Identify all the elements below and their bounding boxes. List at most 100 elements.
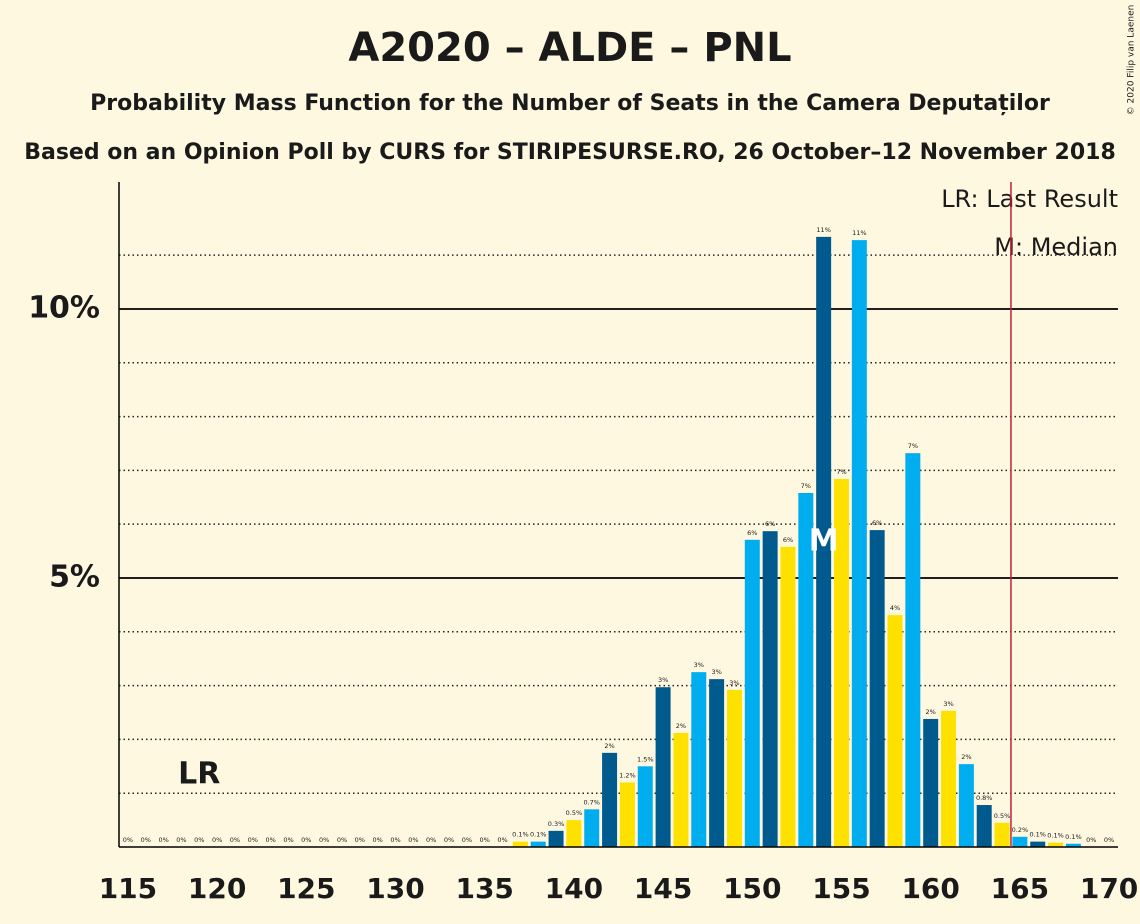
bar	[923, 718, 939, 847]
bar	[976, 805, 992, 847]
bar	[673, 732, 689, 847]
value-label: 0.1%	[1047, 832, 1064, 840]
bar	[1065, 843, 1081, 847]
x-tick-label: 115	[99, 872, 157, 905]
value-label: 0.1%	[1029, 831, 1046, 839]
legend-entry: LR: Last Result	[941, 185, 1118, 213]
value-label: 3%	[694, 661, 704, 669]
bar	[780, 546, 796, 847]
bar	[887, 615, 903, 847]
value-label: 11%	[852, 229, 866, 237]
bar	[798, 492, 814, 847]
value-label: 3%	[658, 676, 668, 684]
last-result-label: LR	[178, 757, 220, 792]
chart-subtitle: Probability Mass Function for the Number…	[90, 91, 1050, 116]
value-label: 0%	[444, 836, 454, 844]
bar	[833, 478, 849, 847]
value-label: 0%	[176, 836, 186, 844]
value-label: 0.7%	[583, 798, 600, 806]
y-tick-label: 10%	[28, 290, 100, 325]
value-label: 0.1%	[512, 831, 529, 839]
bar	[619, 782, 635, 847]
bar	[548, 830, 564, 847]
copyright: © 2020 Filip van Laenen	[1127, 5, 1137, 116]
bar	[530, 841, 546, 847]
value-label: 6%	[747, 529, 757, 537]
bar	[958, 764, 974, 847]
value-label: 0%	[390, 836, 400, 844]
x-tick-label: 130	[366, 872, 424, 905]
value-label: 0%	[373, 836, 383, 844]
value-label: 0.5%	[994, 812, 1011, 820]
x-tick-label: 120	[188, 872, 246, 905]
value-label: 0%	[123, 836, 133, 844]
bar	[655, 687, 671, 847]
value-label: 0.1%	[530, 831, 547, 839]
value-label: 0%	[230, 836, 240, 844]
bar	[602, 752, 618, 847]
value-label: 2%	[676, 722, 686, 730]
value-label: 0%	[462, 836, 472, 844]
value-label: 0.1%	[1065, 833, 1082, 841]
value-label: 0%	[194, 836, 204, 844]
x-tick-label: 165	[991, 872, 1049, 905]
value-label: 3%	[711, 668, 721, 676]
value-label: 3%	[943, 700, 953, 708]
bar	[709, 679, 725, 847]
value-label: 7%	[908, 442, 918, 450]
value-label: 7%	[801, 482, 811, 490]
value-label: 0%	[1104, 836, 1114, 844]
legend-entry: M: Median	[994, 233, 1118, 261]
value-label: 0%	[497, 836, 507, 844]
value-label: 0%	[426, 836, 436, 844]
x-tick-label: 150	[723, 872, 781, 905]
bar	[994, 822, 1010, 847]
value-label: 0%	[480, 836, 490, 844]
value-label: 0%	[319, 836, 329, 844]
value-label: 0%	[337, 836, 347, 844]
value-label: 0.5%	[566, 809, 583, 817]
bar	[566, 820, 582, 847]
bar	[762, 531, 778, 847]
x-tick-label: 135	[455, 872, 513, 905]
bar	[637, 766, 653, 847]
value-label: 0%	[283, 836, 293, 844]
value-label: 0%	[141, 836, 151, 844]
value-label: 0.3%	[548, 820, 565, 828]
y-tick-label: 5%	[49, 559, 100, 594]
value-label: 0%	[248, 836, 258, 844]
value-label: 0%	[265, 836, 275, 844]
bar	[941, 710, 957, 847]
value-label: 2%	[961, 753, 971, 761]
value-label: 7%	[836, 468, 846, 476]
value-label: 2%	[604, 742, 614, 750]
value-label: 0%	[212, 836, 222, 844]
bar	[816, 236, 832, 847]
value-label: 2%	[926, 708, 936, 716]
bar	[744, 539, 760, 847]
bar	[691, 672, 707, 847]
value-label: 1.5%	[637, 755, 654, 763]
x-tick-label: 160	[901, 872, 959, 905]
value-label: 6%	[783, 536, 793, 544]
value-label: 1.2%	[619, 771, 636, 779]
x-tick-label: 145	[634, 872, 692, 905]
value-label: 4%	[890, 604, 900, 612]
x-tick-label: 140	[545, 872, 603, 905]
bar	[1030, 841, 1046, 847]
value-label: 11%	[816, 226, 830, 234]
bar	[512, 841, 528, 847]
bar	[1048, 842, 1064, 847]
value-label: 0%	[355, 836, 365, 844]
value-label: 0.8%	[976, 794, 993, 802]
value-label: 0%	[301, 836, 311, 844]
bar	[851, 240, 867, 847]
value-label: 0%	[408, 836, 418, 844]
value-label: 6%	[765, 520, 775, 528]
x-tick-label: 170	[1080, 872, 1138, 905]
median-label: M	[809, 523, 839, 558]
bar	[905, 453, 921, 847]
value-label: 0.2%	[1012, 826, 1029, 834]
source-line: Based on an Opinion Poll by CURS for STI…	[24, 140, 1116, 165]
